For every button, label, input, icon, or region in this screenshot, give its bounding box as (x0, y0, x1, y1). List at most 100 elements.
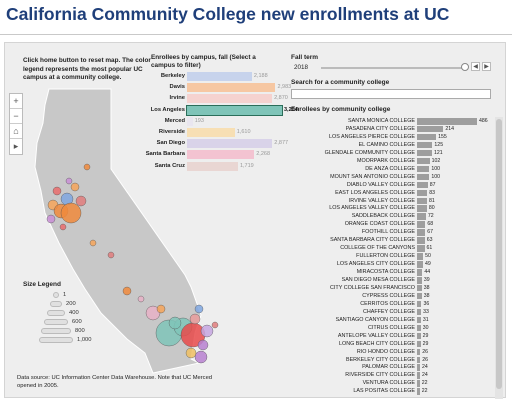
expand-icon[interactable]: ▸ (13, 141, 19, 151)
cc-bar-row[interactable]: PASADENA CITY COLLEGE 214 (291, 125, 493, 134)
cc-bar[interactable] (417, 133, 437, 141)
cc-bar-row[interactable]: SADDLEBACK COLLEGE 72 (291, 212, 493, 221)
cc-bar[interactable] (417, 356, 421, 363)
home-icon[interactable]: ⌂ (10, 124, 22, 139)
cc-bar[interactable] (417, 189, 428, 197)
college-marker[interactable] (189, 313, 201, 325)
college-marker[interactable] (168, 316, 182, 330)
cc-bar[interactable] (417, 157, 430, 165)
college-marker[interactable] (185, 347, 197, 359)
campus-bar-row[interactable]: Riverside 1,610 (145, 128, 295, 137)
college-marker[interactable] (156, 304, 166, 314)
cc-bar[interactable] (417, 165, 430, 173)
cc-bar[interactable] (417, 181, 428, 189)
campus-bar[interactable] (187, 150, 255, 160)
campus-bar[interactable] (187, 139, 273, 149)
list-scrollbar[interactable] (495, 117, 503, 399)
college-marker[interactable] (46, 214, 56, 224)
cc-bar-row[interactable]: LOS ANGELES PIERCE COLLEGE 155 (291, 133, 493, 142)
college-marker[interactable] (52, 186, 62, 196)
college-marker[interactable] (194, 350, 208, 364)
campus-bar-row[interactable]: Santa Cruz 1,719 (145, 161, 295, 171)
cc-bar[interactable] (417, 221, 426, 228)
cc-bar-row[interactable]: RIVERSIDE CITY COLLEGE 24 (291, 371, 493, 380)
cc-bar-row[interactable]: EL CAMINO COLLEGE 125 (291, 141, 493, 150)
cc-bar-row[interactable]: MOUNT SAN ANTONIO COLLEGE 100 (291, 173, 493, 182)
campus-bar[interactable] (187, 94, 273, 104)
slider-next-button[interactable]: ▶ (482, 62, 491, 71)
cc-bar[interactable] (417, 237, 425, 244)
cc-bar-row[interactable]: SAN DIEGO MESA COLLEGE 39 (291, 276, 493, 285)
cc-bar[interactable] (417, 340, 421, 348)
cc-bar-row[interactable]: CHAFFEY COLLEGE 33 (291, 308, 493, 317)
college-marker[interactable] (211, 321, 219, 329)
cc-bar-row[interactable]: LOS ANGELES VALLEY COLLEGE 80 (291, 204, 493, 213)
campus-bar-row[interactable]: Los Angeles 3,204 (145, 104, 298, 116)
cc-bar[interactable] (417, 253, 424, 260)
cc-bar-row[interactable]: MIRACOSTA COLLEGE 44 (291, 268, 493, 277)
cc-bar[interactable] (417, 277, 422, 284)
fall-term-slider-handle[interactable] (461, 63, 469, 71)
cc-bar-row[interactable]: MOORPARK COLLEGE 102 (291, 157, 493, 166)
cc-bar[interactable] (417, 149, 432, 157)
cc-bar-row[interactable]: LAS POSITAS COLLEGE 22 (291, 387, 493, 396)
cc-bar[interactable] (417, 245, 425, 252)
cc-bar-row[interactable]: RIO HONDO COLLEGE 26 (291, 348, 493, 357)
cc-bar-row[interactable]: FOOTHILL COLLEGE 67 (291, 228, 493, 237)
cc-bar-row[interactable]: CERRITOS COLLEGE 36 (291, 300, 493, 309)
campus-bar-row[interactable]: Davis 2,983 (145, 83, 295, 93)
cc-bar[interactable] (417, 388, 420, 395)
college-marker[interactable] (122, 286, 132, 296)
cc-bar-row[interactable]: ANTELOPE VALLEY COLLEGE 29 (291, 332, 493, 341)
cc-bar-row[interactable]: FULLERTON COLLEGE 50 (291, 252, 493, 261)
campus-bar[interactable] (186, 104, 283, 116)
campus-bar[interactable] (187, 161, 238, 171)
cc-bar-row[interactable]: CITY COLLEGE SAN FRANCISCO 38 (291, 284, 493, 293)
cc-bar[interactable] (417, 372, 420, 379)
cc-bar[interactable] (417, 300, 422, 308)
cc-bar-row[interactable]: EAST LOS ANGELES COLLEGE 83 (291, 189, 493, 198)
cc-bar-row[interactable]: CYPRESS COLLEGE 38 (291, 292, 493, 301)
cc-bar[interactable] (417, 125, 444, 133)
cc-bar-row[interactable]: BERKELEY CITY COLLEGE 26 (291, 356, 493, 365)
cc-bar[interactable] (417, 364, 420, 371)
cc-bar-row[interactable]: VENTURA COLLEGE 22 (291, 379, 493, 388)
cc-bar-row[interactable]: SANTIAGO CANYON COLLEGE 31 (291, 316, 493, 325)
cc-bar-row[interactable]: COLLEGE OF THE CANYONS 61 (291, 244, 493, 253)
campus-bar[interactable] (187, 72, 252, 81)
zoom-out-button[interactable]: − (10, 109, 22, 124)
college-marker[interactable] (107, 251, 115, 259)
cc-bar[interactable] (417, 173, 430, 181)
cc-bar-row[interactable]: LONG BEACH CITY COLLEGE 29 (291, 340, 493, 349)
slider-prev-button[interactable]: ◀ (471, 62, 480, 71)
campus-bar-row[interactable]: Merced 193 (145, 116, 295, 126)
zoom-in-button[interactable]: + (10, 94, 22, 109)
cc-bar[interactable] (417, 324, 421, 332)
cc-bar[interactable] (417, 118, 477, 125)
college-marker[interactable] (70, 182, 80, 192)
cc-bar[interactable] (417, 269, 423, 276)
campus-bar-row[interactable]: Santa Barbara 2,268 (145, 150, 295, 160)
cc-bar[interactable] (417, 332, 421, 340)
campus-bar[interactable] (187, 128, 235, 137)
cc-bar[interactable] (417, 308, 422, 316)
campus-bar-row[interactable]: Berkeley 2,188 (145, 72, 295, 81)
cc-bar-row[interactable]: SANTA BARBARA CITY COLLEGE 63 (291, 236, 493, 245)
cc-bar[interactable] (417, 292, 422, 300)
search-input[interactable] (291, 89, 491, 99)
college-marker[interactable] (137, 295, 145, 303)
college-marker[interactable] (65, 177, 73, 185)
cc-bar[interactable] (417, 205, 427, 212)
college-marker[interactable] (60, 202, 82, 224)
cc-bar-row[interactable]: ORANGE COAST COLLEGE 68 (291, 220, 493, 229)
college-marker[interactable] (89, 239, 97, 247)
college-marker[interactable] (197, 339, 209, 351)
cc-bar-row[interactable]: SANTA MONICA COLLEGE 486 (291, 117, 493, 126)
cc-bar[interactable] (417, 348, 421, 356)
cc-bar-row[interactable]: LOS ANGELES CITY COLLEGE 49 (291, 260, 493, 269)
campus-bar[interactable] (187, 116, 193, 126)
cc-bar-row[interactable]: GLENDALE COMMUNITY COLLEGE 121 (291, 149, 493, 158)
cc-bar[interactable] (417, 141, 433, 149)
cc-bar[interactable] (417, 229, 426, 236)
scrollbar-thumb[interactable] (496, 119, 502, 389)
